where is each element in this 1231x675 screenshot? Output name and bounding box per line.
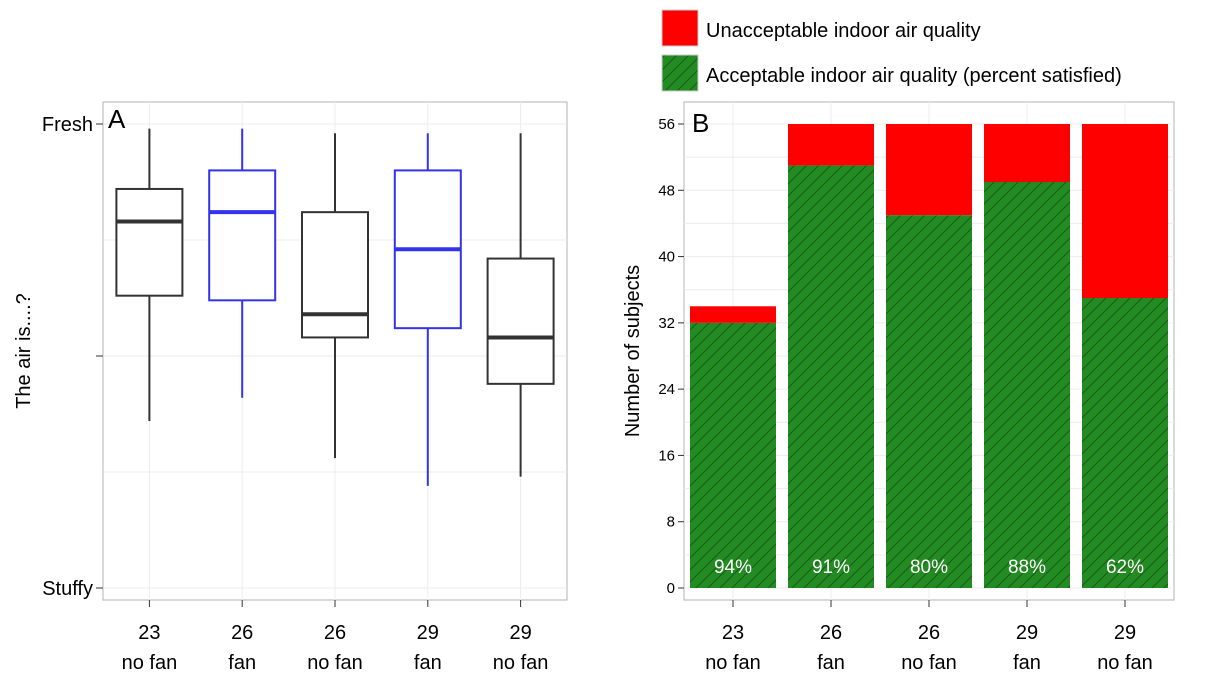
x-tick-label-condition: no fan: [493, 652, 549, 674]
panel-b-label: B: [692, 108, 709, 138]
x-tick-label-temp: 23: [722, 622, 744, 644]
bar-acceptable: [886, 215, 972, 588]
x-tick-label-temp: 29: [509, 622, 531, 644]
y-tick-label: Stuffy: [42, 578, 93, 600]
legend-swatch-acceptable: [661, 54, 699, 92]
legend-label-unacceptable: Unacceptable indoor air quality: [706, 20, 981, 42]
legend: Unacceptable indoor air quality Acceptab…: [661, 9, 1122, 92]
y-tick-label: 24: [658, 381, 675, 398]
x-tick-label-condition: no fan: [122, 652, 178, 674]
x-tick-label-temp: 29: [1016, 622, 1038, 644]
x-tick-label-temp: 26: [324, 622, 346, 644]
box: [301, 211, 369, 339]
x-tick-label-temp: 29: [417, 622, 439, 644]
x-tick-label-temp: 26: [918, 622, 940, 644]
x-tick-label-condition: fan: [414, 652, 442, 674]
y-tick-label: Fresh: [42, 114, 93, 136]
data-label: 80%: [910, 557, 948, 578]
box: [486, 257, 555, 385]
bar-unacceptable: [984, 124, 1070, 182]
x-tick-label-condition: fan: [228, 652, 256, 674]
y-tick-label: 40: [658, 249, 675, 266]
y-tick-label: 48: [658, 182, 675, 199]
y-tick-label: 16: [658, 447, 675, 464]
box: [115, 187, 184, 297]
bar-unacceptable: [1082, 124, 1168, 298]
box: [208, 169, 277, 302]
panel-a: Stuffy Fresh 23 no fan 26 fan 26 no fan 29 fan 29 n…: [13, 101, 568, 674]
data-label: 62%: [1106, 557, 1144, 578]
y-tick-label: 0: [667, 580, 675, 597]
x-tick-label-condition: no fan: [901, 652, 957, 674]
x-tick-label-condition: no fan: [705, 652, 761, 674]
data-label: 94%: [714, 557, 752, 578]
bar-unacceptable: [886, 124, 972, 216]
bar-acceptable: [788, 165, 874, 588]
x-tick-label-condition: no fan: [1097, 652, 1153, 674]
x-tick-label-condition: fan: [1013, 652, 1041, 674]
y-axis-title: Number of subjects: [622, 265, 644, 437]
y-axis-title: The air is....?: [13, 293, 35, 409]
bar-acceptable: [984, 182, 1070, 588]
x-tick-label-temp: 26: [231, 622, 253, 644]
bar-unacceptable: [690, 306, 776, 323]
bar-acceptable: [690, 322, 776, 588]
data-label: 91%: [812, 557, 850, 578]
y-tick-label: 8: [667, 514, 675, 531]
x-tick-label-temp: 26: [820, 622, 842, 644]
bar-unacceptable: [788, 124, 874, 166]
panel-a-label: A: [108, 104, 126, 134]
bar-acceptable: [1082, 298, 1168, 588]
data-label: 88%: [1008, 557, 1046, 578]
x-tick-label-condition: no fan: [307, 652, 363, 674]
x-tick-label-temp: 23: [138, 622, 160, 644]
panel-b: 0 8 16 24 32 40 48 56 94% 91% 80% 88% 62% 23 no fan 26 f…: [622, 101, 1175, 674]
legend-swatch-unacceptable: [661, 9, 699, 47]
y-tick-label: 56: [658, 116, 675, 133]
x-tick-label-condition: fan: [817, 652, 845, 674]
y-tick-label: 32: [658, 315, 675, 332]
legend-label-acceptable: Acceptable indoor air quality (percent s…: [706, 65, 1122, 87]
x-tick-label-temp: 29: [1114, 622, 1136, 644]
